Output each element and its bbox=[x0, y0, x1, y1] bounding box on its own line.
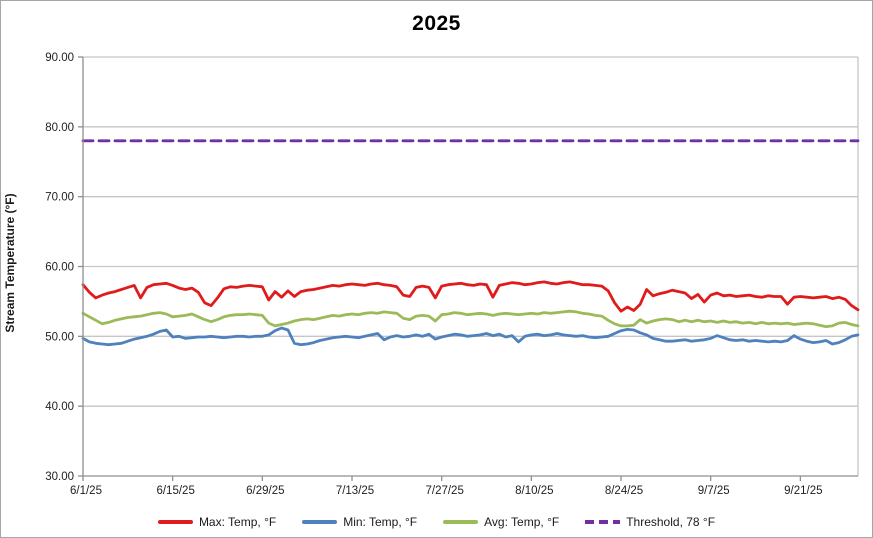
x-tick-label: 9/21/25 bbox=[784, 485, 822, 497]
chart-title: 2025 bbox=[412, 12, 461, 35]
legend-item-threshold: Threshold, 78 °F bbox=[585, 515, 715, 529]
x-tick-label: 7/27/25 bbox=[425, 485, 463, 497]
y-tick-label: 40.00 bbox=[45, 401, 74, 413]
y-tick-label: 60.00 bbox=[45, 262, 74, 274]
min-series-line bbox=[81, 326, 860, 347]
y-tick-label: 90.00 bbox=[45, 52, 74, 64]
legend-avg-label: Avg: Temp, °F bbox=[484, 515, 560, 529]
x-tick-label: 8/24/25 bbox=[605, 485, 643, 497]
legend-min-line-sample bbox=[302, 520, 338, 524]
x-tick-label: 6/15/25 bbox=[156, 485, 194, 497]
x-tick-label: 7/13/25 bbox=[336, 485, 374, 497]
legend-item-avg: Avg: Temp, °F bbox=[443, 515, 559, 529]
legend-min-label: Min: Temp, °F bbox=[343, 515, 418, 529]
legend-item-min: Min: Temp, °F bbox=[302, 515, 417, 529]
legend-max-line-sample bbox=[157, 520, 193, 524]
y-tick-label: 80.00 bbox=[45, 122, 74, 134]
max-series-line bbox=[81, 280, 860, 313]
x-tick-label: 9/7/25 bbox=[698, 485, 730, 497]
y-tick-label: 70.00 bbox=[45, 192, 74, 204]
x-tick-label: 8/10/25 bbox=[515, 485, 553, 497]
legend-threshold-line-sample bbox=[585, 520, 621, 524]
x-tick-label: 6/1/25 bbox=[70, 485, 102, 497]
y-tick-label: 50.00 bbox=[45, 331, 74, 343]
legend-threshold-label: Threshold, 78 °F bbox=[626, 515, 716, 529]
avg-series-line bbox=[81, 309, 860, 329]
legend-avg-line-sample bbox=[443, 520, 479, 524]
legend-max-label: Max: Temp, °F bbox=[198, 515, 277, 529]
x-tick-label: 6/29/25 bbox=[246, 485, 284, 497]
legend: Max: Temp, °F Min: Temp, °F Avg: Temp, °F T… bbox=[1, 515, 872, 529]
y-tick-label: 30.00 bbox=[45, 471, 74, 483]
legend-item-max: Max: Temp, °F bbox=[157, 515, 277, 529]
